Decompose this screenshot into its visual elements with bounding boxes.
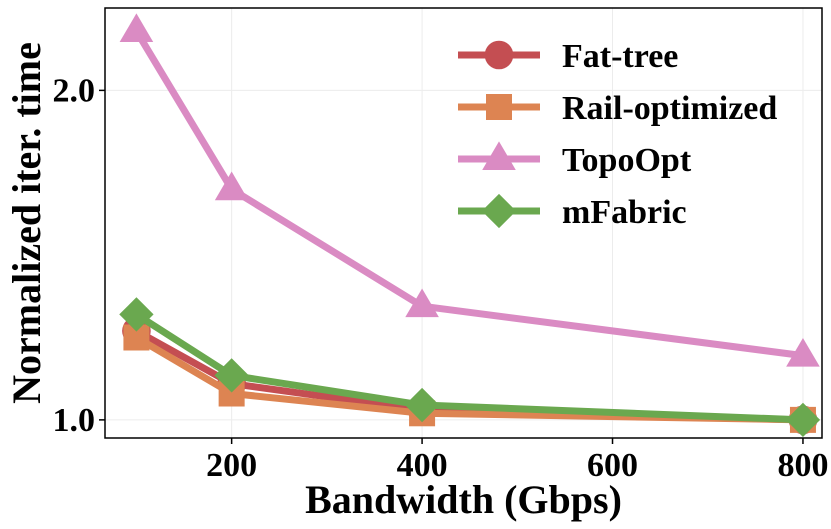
legend-marker — [484, 40, 514, 70]
series-layer — [119, 13, 821, 438]
y-axis-title: Normalized iter. time — [4, 42, 49, 404]
series-line — [132, 310, 807, 424]
y-tick-label: 1.0 — [53, 402, 96, 439]
series-line — [132, 334, 807, 424]
series-mfabric — [119, 297, 821, 438]
data-point — [785, 402, 821, 438]
y-axis-ticks: 1.0 2.0 — [53, 72, 105, 439]
data-point — [119, 13, 154, 43]
data-point — [214, 358, 249, 393]
legend-marker — [481, 193, 517, 229]
grid-lines — [105, 8, 822, 438]
data-point — [786, 337, 820, 367]
plot-frame — [104, 7, 823, 439]
x-tick-label: 800 — [777, 447, 828, 484]
legend-entry: mFabric — [458, 193, 687, 231]
series-line — [132, 27, 807, 360]
legend-marker — [486, 94, 512, 120]
x-axis-ticks: 200 400 600 800 — [206, 438, 828, 484]
legend-label: mFabric — [562, 194, 687, 231]
x-tick-label: 400 — [397, 447, 448, 484]
x-tick-label: 200 — [206, 447, 257, 484]
x-tick-label: 600 — [587, 447, 638, 484]
legend-label: Fat-tree — [562, 38, 678, 75]
legend-label: Rail-optimized — [562, 90, 777, 127]
data-point — [404, 387, 440, 423]
x-axis-title: Bandwidth (Gbps) — [305, 477, 622, 522]
y-tick-label: 2.0 — [53, 72, 96, 109]
data-point — [214, 171, 249, 201]
legend: Fat-tree Rail-optimized TopoOpt mFabric — [458, 38, 777, 231]
data-point — [119, 297, 154, 332]
legend-label: TopoOpt — [562, 142, 692, 179]
data-point — [405, 288, 439, 318]
legend-entry: TopoOpt — [458, 141, 692, 179]
legend-entry: Fat-tree — [458, 38, 678, 75]
legend-entry: Rail-optimized — [458, 90, 777, 127]
legend-marker — [482, 141, 516, 170]
series-topoopt — [119, 13, 820, 367]
